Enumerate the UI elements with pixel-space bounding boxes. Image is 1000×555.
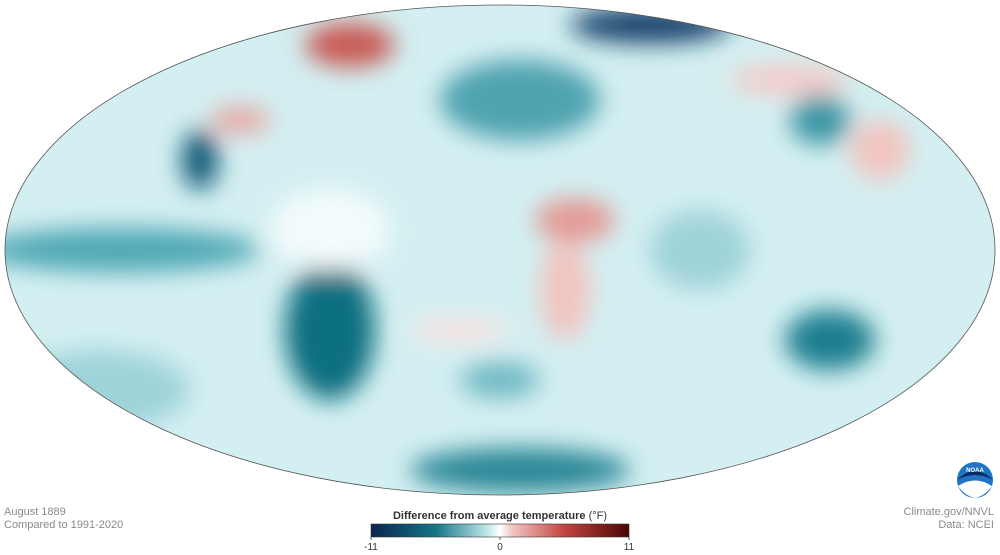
tick-label: 11 xyxy=(624,542,635,553)
legend-title: Difference from average temperature (°F) xyxy=(393,510,607,522)
legend-ticks: -11 0 11 xyxy=(364,537,635,553)
tick-label: 0 xyxy=(497,542,503,553)
data-label: Data: NCEI xyxy=(938,519,994,531)
date-label: August 1889 xyxy=(4,506,66,518)
logo-text: NOAA xyxy=(966,468,984,474)
baseline-label: Compared to 1991-2020 xyxy=(4,519,123,531)
legend-title-text: Difference from average temperature xyxy=(393,510,586,522)
tick-label: -11 xyxy=(364,542,378,553)
anomaly-map xyxy=(5,5,995,495)
noaa-logo: NOAA xyxy=(957,462,993,498)
legend-unit: (°F) xyxy=(589,510,607,522)
source-label: Climate.gov/NNVL xyxy=(904,506,994,518)
globe-outline xyxy=(4,4,996,496)
color-scale xyxy=(370,523,630,538)
